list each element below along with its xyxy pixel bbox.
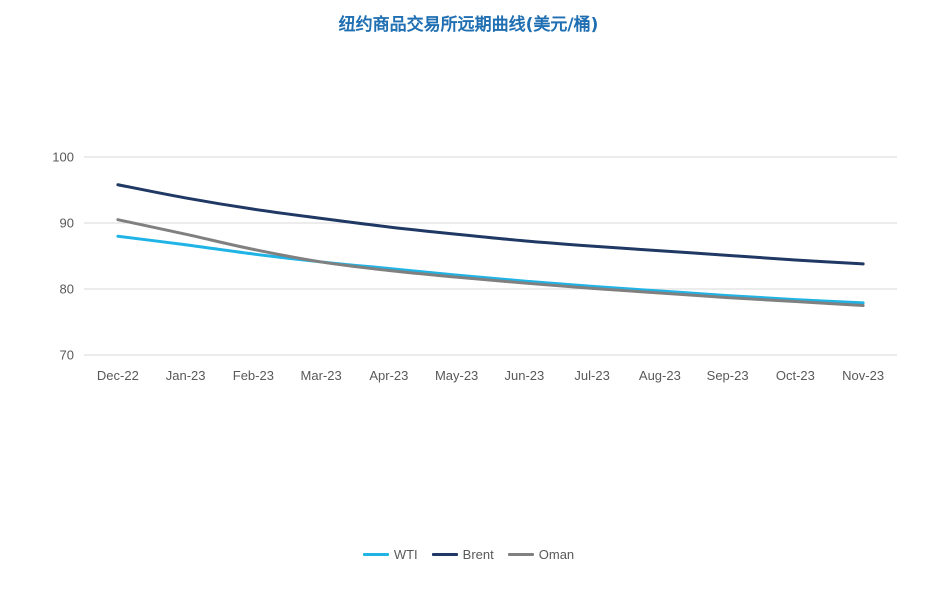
series-lines [116,183,865,307]
x-tick-label: Sep-23 [707,368,749,383]
series-line-brent [116,183,865,266]
x-tick-label: Jun-23 [505,368,545,383]
x-tick-label: Aug-23 [639,368,681,383]
x-tick-label: Jan-23 [166,368,206,383]
chart-title: 纽约商品交易所远期曲线(美元/桶) [338,15,599,35]
series-line-oman [116,218,865,307]
legend-item-wti: WTI [362,547,418,562]
legend-swatch [362,553,389,556]
x-tick-label: Nov-23 [842,368,884,383]
legend-label: Oman [538,547,575,562]
x-tick-label: May-23 [435,368,478,383]
gridlines [84,156,897,356]
y-tick-label: 70 [60,348,74,363]
series-line-wti [116,234,865,305]
y-tick-label: 100 [52,150,74,165]
legend-label: WTI [393,547,418,562]
y-tick-label: 80 [60,282,74,297]
x-axis: Dec-22 Jan-23 Feb-23 Mar-23 Apr-23 May-23 Jun-… [97,368,884,383]
legend: WTI Brent Oman [0,547,937,562]
x-tick-label: Dec-22 [97,368,139,383]
legend-swatch [507,553,534,556]
legend-swatch [431,553,458,556]
x-tick-label: Jul-23 [574,368,609,383]
y-tick-label: 90 [60,216,74,231]
x-tick-label: Mar-23 [301,368,342,383]
legend-label: Brent [462,547,494,562]
legend-item-brent: Brent [431,547,494,562]
x-tick-label: Oct-23 [776,368,815,383]
y-axis: 70 80 90 100 [52,150,74,363]
x-tick-label: Apr-23 [369,368,408,383]
legend-item-oman: Oman [507,547,575,562]
x-tick-label: Feb-23 [233,368,274,383]
